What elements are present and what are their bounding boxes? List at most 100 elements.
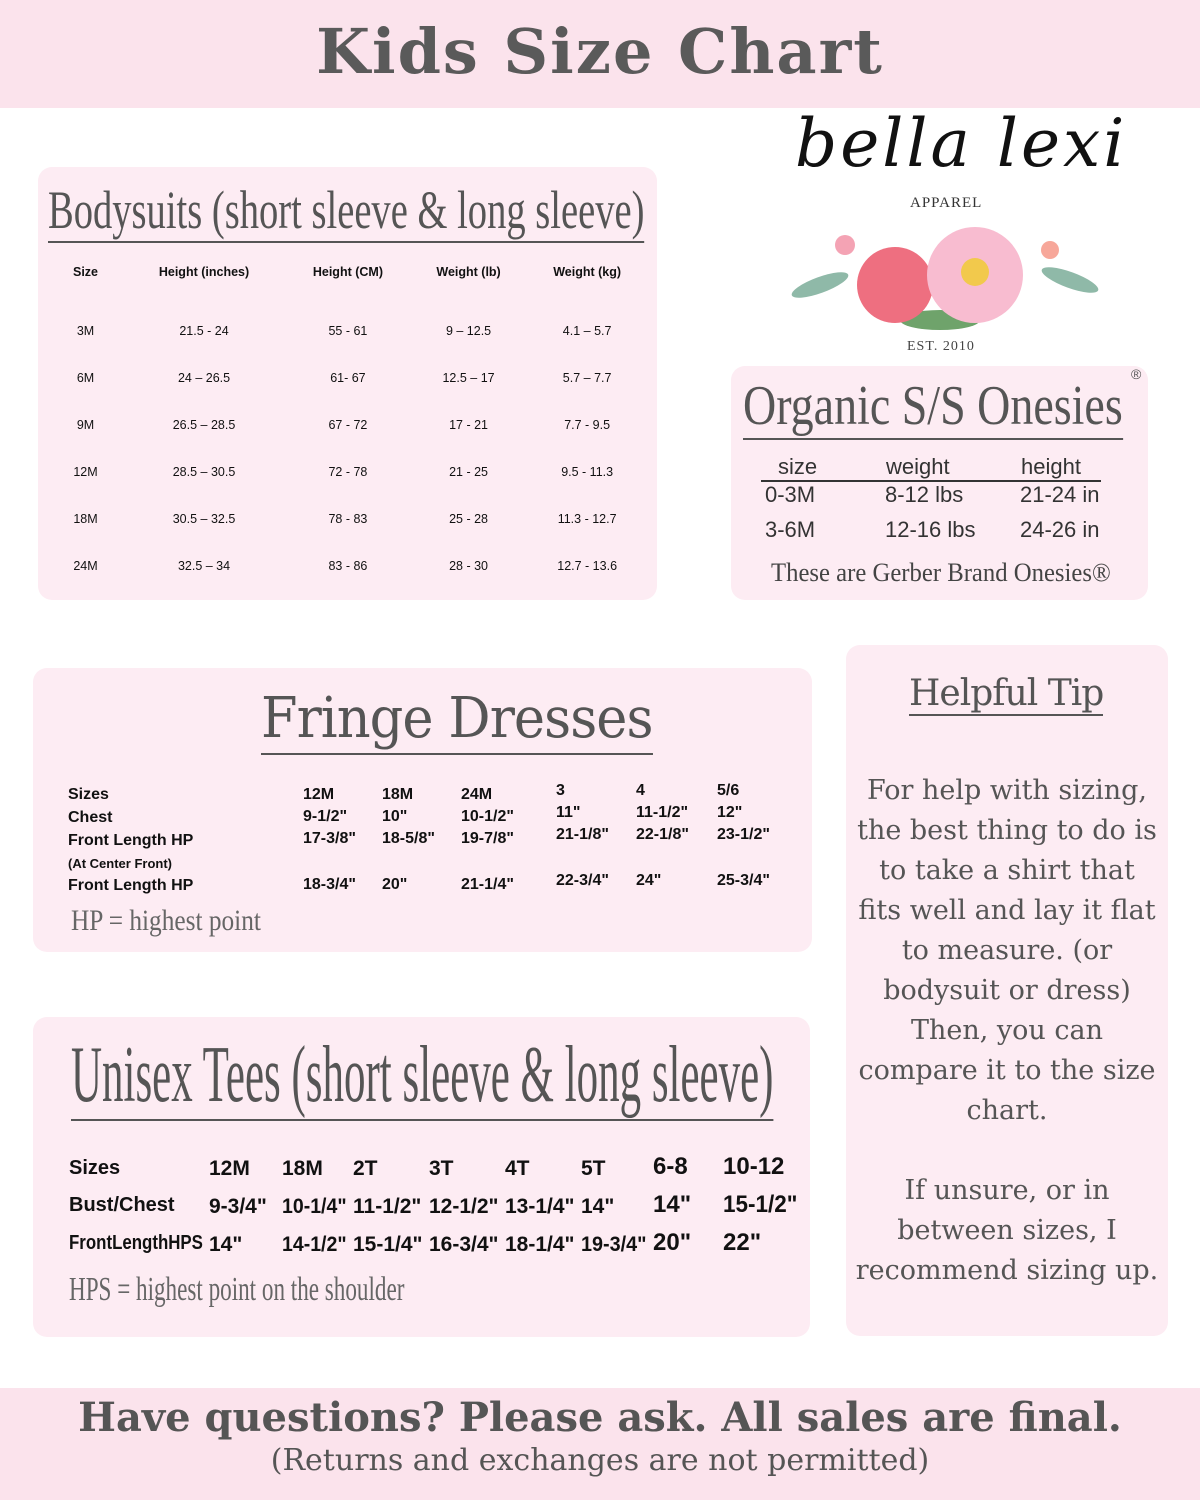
tees-row-label: Bust/Chest bbox=[69, 1194, 175, 1216]
col-weight-kg: Weight (kg) bbox=[553, 265, 622, 279]
fringe-cell-sizes: 18M bbox=[382, 786, 414, 803]
organic-cell: 8-12 lbs bbox=[885, 482, 964, 507]
tip-line-row: compare it to the size bbox=[846, 1051, 1168, 1091]
col-size: size bbox=[778, 454, 818, 479]
fringe-row-label: (At Center Front) bbox=[68, 856, 172, 871]
fringe-cell-length1: 19-7/8" bbox=[461, 830, 514, 847]
fringe-row-label: Front Length HP bbox=[68, 832, 194, 849]
table-cell: 24 – 26.5 bbox=[177, 370, 231, 385]
tip-title: Helpful Tip bbox=[909, 673, 1104, 716]
tees-cell-sizes: 6-8 bbox=[653, 1153, 688, 1180]
table-cell: 30.5 – 32.5 bbox=[172, 511, 236, 526]
tees-title: Unisex Tees (short sleeve & long sleeve) bbox=[71, 1031, 774, 1121]
tip-line: If unsure, or in bbox=[904, 1175, 1110, 1206]
table-cell: 28.5 – 30.5 bbox=[172, 464, 236, 479]
tees-cell-length: 16-3/4" bbox=[429, 1233, 499, 1256]
tip-line-row: If unsure, or in bbox=[846, 1171, 1168, 1211]
tip-line-row: between sizes, I bbox=[846, 1211, 1168, 1251]
tip-line-row: recommend sizing up. bbox=[846, 1251, 1168, 1291]
logo-sub: APPAREL bbox=[910, 195, 983, 211]
fringe-cell-length2: 24" bbox=[636, 872, 662, 889]
tees-cell-chest: 10-1/4" bbox=[282, 1195, 347, 1218]
tees-cell-sizes: 12M bbox=[209, 1157, 250, 1180]
tees-cell-length: 14-1/2" bbox=[282, 1233, 347, 1256]
tip-line-row: to measure. (or bbox=[846, 931, 1168, 971]
fringe-cell-sizes: 3 bbox=[556, 782, 565, 799]
bodysuits-card: Bodysuits (short sleeve & long sleeve) S… bbox=[38, 167, 657, 600]
footer-band: Have questions? Please ask. All sales ar… bbox=[0, 1388, 1200, 1500]
tip-line: to take a shirt that bbox=[879, 855, 1135, 886]
logo: bella lexi APPAREL EST. 2010 bbox=[780, 105, 1124, 355]
table-row: 9M 26.5 – 28.5 67 - 72 17 - 21 7.7 - 9.5 bbox=[48, 401, 648, 448]
tees-cell-sizes: 5T bbox=[581, 1157, 606, 1180]
tip-line-row: Then, you can bbox=[846, 1011, 1168, 1051]
fringe-cell-length1: 23-1/2" bbox=[717, 826, 770, 843]
table-row: 3M 21.5 - 24 55 - 61 9 – 12.5 4.1 – 5.7 bbox=[48, 307, 648, 354]
table-cell: 4.1 – 5.7 bbox=[562, 323, 612, 338]
table-cell: 12.7 - 13.6 bbox=[557, 558, 618, 573]
footer-line1: Have questions? Please ask. All sales ar… bbox=[78, 1394, 1122, 1441]
organic-header: size weight height bbox=[761, 454, 1101, 482]
bodysuits-title: Bodysuits (short sleeve & long sleeve) bbox=[48, 179, 644, 243]
registered-mark: ® bbox=[1131, 366, 1142, 382]
page-title: Kids Size Chart bbox=[316, 15, 884, 88]
table-cell: 9.5 - 11.3 bbox=[561, 464, 614, 479]
header-band: Kids Size Chart bbox=[0, 0, 1200, 108]
tip-card: Helpful Tip For help with sizing, the bes… bbox=[846, 645, 1168, 1336]
table-cell: 78 - 83 bbox=[328, 511, 368, 526]
fringe-cell-chest: 9-1/2" bbox=[303, 808, 348, 825]
tip-line: For help with sizing, bbox=[866, 775, 1148, 806]
flower-bouquet-icon bbox=[791, 227, 1099, 330]
table-cell: 11.3 - 12.7 bbox=[557, 511, 617, 526]
col-size: Size bbox=[72, 265, 98, 279]
table-cell: 72 - 78 bbox=[328, 464, 368, 479]
table-cell: 17 - 21 bbox=[449, 417, 488, 432]
fringe-cell-chest: 10-1/2" bbox=[461, 808, 514, 825]
fringe-cell-sizes: 4 bbox=[636, 782, 645, 799]
organic-note: These are Gerber Brand Onesies® bbox=[771, 558, 1111, 587]
fringe-cell-length1: 21-1/8" bbox=[556, 826, 609, 843]
tees-card: Unisex Tees (short sleeve & long sleeve)… bbox=[33, 1017, 810, 1337]
tees-cell-sizes: 3T bbox=[429, 1157, 454, 1180]
bodysuits-table: Size Height (inches) Height (CM) Weight … bbox=[48, 257, 648, 589]
tees-row-label: Sizes bbox=[69, 1157, 121, 1179]
tees-cell-length: 19-3/4" bbox=[581, 1233, 647, 1256]
table-cell: 25 - 28 bbox=[449, 511, 488, 526]
tees-cell-sizes: 10-12 bbox=[723, 1153, 785, 1180]
col-weight: weight bbox=[886, 454, 950, 479]
tip-line: the best thing to do is bbox=[857, 815, 1157, 846]
tip-line: between sizes, I bbox=[897, 1215, 1117, 1246]
table-cell: 9M bbox=[76, 417, 95, 432]
tees-cell-chest: 14" bbox=[581, 1195, 615, 1218]
tees-cell-chest: 12-1/2" bbox=[429, 1195, 499, 1218]
tip-line: compare it to the size bbox=[858, 1055, 1156, 1086]
fringe-cell-length1: 18-5/8" bbox=[382, 830, 435, 847]
table-cell: 32.5 – 34 bbox=[177, 558, 231, 573]
fringe-cell-sizes: 24M bbox=[461, 786, 493, 803]
tip-line: chart. bbox=[966, 1095, 1048, 1126]
col-weight-lb: Weight (lb) bbox=[436, 265, 501, 279]
tip-line-row: the best thing to do is bbox=[846, 811, 1168, 851]
tip-line: to measure. (or bbox=[901, 935, 1113, 966]
fringe-cell-sizes: 12M bbox=[303, 786, 335, 803]
col-height: height bbox=[1021, 454, 1081, 479]
fringe-row-label: Sizes bbox=[68, 786, 109, 803]
fringe-cell-chest: 11" bbox=[556, 804, 581, 821]
fringe-title: Fringe Dresses bbox=[261, 686, 654, 755]
table-row: 18M 30.5 – 32.5 78 - 83 25 - 28 11.3 - 12.7 bbox=[48, 495, 648, 542]
table-cell: 5.7 – 7.7 bbox=[562, 370, 612, 385]
fringe-cell-length2: 22-3/4" bbox=[556, 872, 609, 889]
tees-cell-chest: 13-1/4" bbox=[505, 1195, 575, 1218]
tees-cell-length: 15-1/4" bbox=[353, 1233, 423, 1256]
table-row: 12M 28.5 – 30.5 72 - 78 21 - 25 9.5 - 11.3 bbox=[48, 448, 648, 495]
fringe-cell-chest: 11-1/2" bbox=[636, 804, 689, 821]
fringe-cell-sizes: 5/6 bbox=[717, 782, 740, 799]
fringe-row-label: Front Length HP bbox=[68, 877, 194, 894]
footer-line2: (Returns and exchanges are not permitted… bbox=[270, 1443, 930, 1478]
organic-title: Organic S/S Onesies bbox=[743, 374, 1124, 440]
table-cell: 26.5 – 28.5 bbox=[172, 417, 236, 432]
fringe-cell-length1: 17-3/8" bbox=[303, 830, 356, 847]
table-cell: 3M bbox=[76, 323, 95, 338]
col-height-in: Height (inches) bbox=[158, 265, 250, 279]
tees-cell-length: 14" bbox=[209, 1233, 243, 1256]
